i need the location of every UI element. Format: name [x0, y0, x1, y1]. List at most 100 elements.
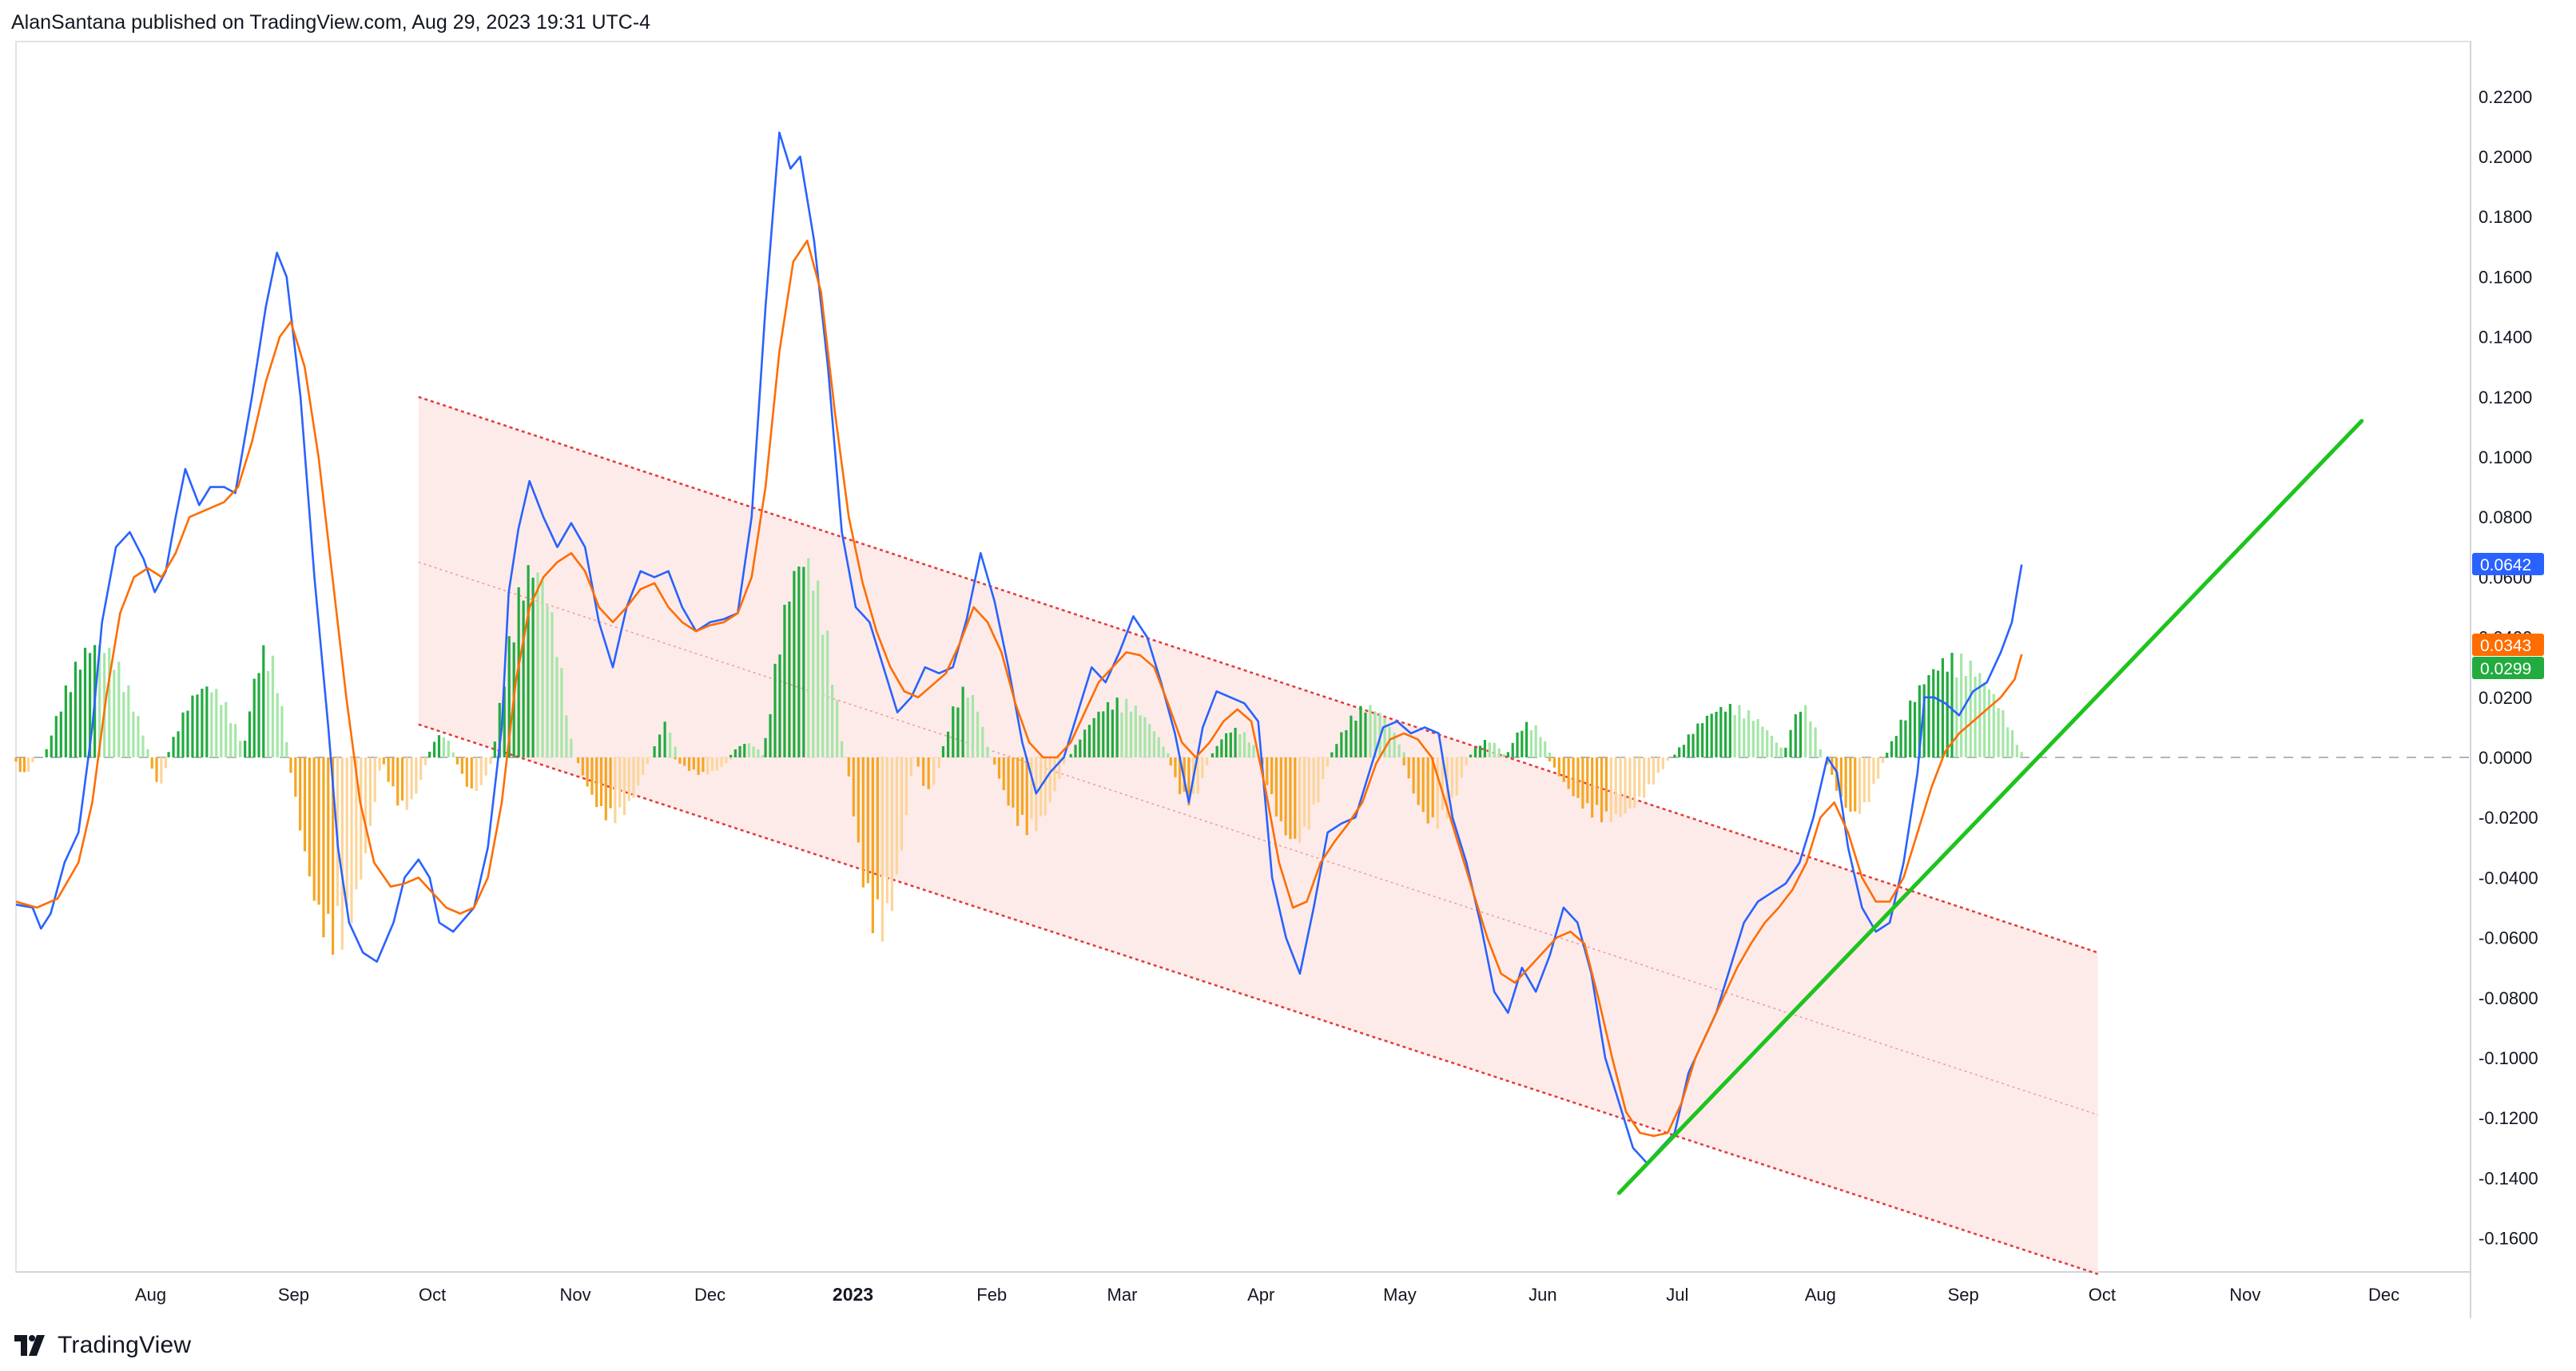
histogram-bar	[1881, 757, 1885, 764]
histogram-bar	[1946, 671, 1949, 757]
histogram-bar	[793, 570, 796, 757]
histogram-bar	[1974, 676, 1977, 757]
histogram-bar	[437, 735, 441, 757]
histogram-bar	[1436, 757, 1439, 829]
histogram-bar	[479, 757, 483, 785]
histogram-bar	[1274, 757, 1278, 817]
histogram-bar	[1317, 757, 1320, 803]
histogram-bar	[1120, 712, 1123, 757]
histogram-bar	[757, 749, 760, 757]
histogram-bar	[1950, 653, 1954, 757]
histogram-bar	[1229, 732, 1232, 757]
y-tick-label: -0.1200	[2479, 1108, 2538, 1128]
histogram-bar	[1747, 710, 1751, 757]
histogram-bar	[1696, 723, 1699, 757]
x-tick-label: Jul	[1666, 1285, 1688, 1305]
histogram-bar	[831, 685, 834, 757]
channel-lower-line	[418, 723, 2099, 1275]
histogram-bar	[1581, 757, 1584, 809]
histogram-bar	[415, 757, 418, 794]
histogram-bar	[423, 757, 427, 765]
histogram-bar	[866, 757, 869, 884]
histogram-bar	[1092, 717, 1095, 757]
x-tick-label: Oct	[419, 1285, 446, 1305]
histogram-bar	[2006, 727, 2010, 757]
histogram-bar	[1628, 757, 1632, 809]
histogram-bar	[1187, 757, 1191, 806]
histogram-bar	[239, 741, 242, 757]
histogram-bar	[64, 685, 67, 757]
y-tick-label: -0.1400	[2479, 1168, 2538, 1188]
x-tick-label: Mar	[1107, 1285, 1138, 1305]
histogram-bar	[1157, 737, 1160, 757]
histogram-bar	[1941, 658, 1944, 757]
time-axis: Aug Sep Oct Nov Dec 2023 Feb Mar Apr May Jun Jul Aug…	[135, 1284, 2399, 1305]
histogram-bar	[1148, 724, 1151, 757]
y-tick-label: 0.1000	[2479, 447, 2532, 467]
histogram-bar	[1761, 726, 1764, 757]
histogram-bar	[1596, 757, 1599, 805]
histogram-bar	[1867, 757, 1870, 802]
histogram-bar	[922, 757, 925, 786]
histogram-bar	[132, 711, 135, 757]
histogram-bar	[225, 701, 228, 757]
histogram-bar	[1345, 729, 1348, 757]
channel-fill	[418, 396, 2098, 1274]
histogram-bar	[1234, 727, 1237, 757]
histogram-bar	[881, 757, 884, 942]
histogram-bar	[1270, 757, 1274, 795]
x-tick-label: Aug	[135, 1285, 166, 1305]
histogram-bar	[1638, 757, 1641, 797]
histogram-bar	[1178, 757, 1182, 794]
histogram-bar	[1062, 757, 1066, 765]
histogram-bar	[78, 670, 82, 757]
histogram-bar	[1125, 698, 1128, 757]
histogram-bar	[266, 670, 270, 757]
histogram-bar	[1544, 741, 1547, 757]
histogram-bar	[1661, 757, 1664, 769]
histogram-bar	[1894, 736, 1898, 757]
histogram-bar	[614, 757, 617, 824]
histogram-bar	[1350, 715, 1353, 757]
histogram-bar	[802, 566, 805, 757]
histogram-bar	[590, 757, 594, 795]
histogram-bar	[927, 757, 930, 789]
histogram-bar	[1506, 752, 1510, 757]
histogram-bar	[1770, 735, 1774, 757]
x-tick-label: Feb	[976, 1285, 1007, 1305]
histogram-bar	[1106, 701, 1110, 757]
histogram-bar	[1987, 689, 1991, 757]
y-tick-label: 0.1400	[2479, 328, 2532, 348]
histogram-bar	[1715, 711, 1718, 757]
histogram-bar	[1298, 757, 1302, 843]
histogram-bar	[997, 757, 1001, 779]
histogram-bar	[1918, 685, 1921, 757]
histogram-bar	[946, 731, 950, 757]
x-tick-label: Aug	[1805, 1285, 1836, 1305]
histogram-bar	[1673, 754, 1676, 757]
histogram-bar	[465, 757, 468, 787]
histogram-bar	[396, 757, 400, 806]
histogram-bar	[503, 686, 506, 757]
histogram-bar	[1455, 757, 1458, 796]
histogram-bar	[1002, 757, 1005, 790]
histogram-bar	[725, 757, 728, 764]
signal-value-badge: 0.0343	[2472, 634, 2544, 656]
histogram-bar	[861, 757, 865, 888]
y-tick-label: 0.1600	[2479, 267, 2532, 287]
histogram-bar	[1167, 753, 1170, 757]
macd-value-badge-text: 0.0642	[2480, 556, 2531, 574]
histogram-bar	[812, 590, 815, 757]
histogram-bar	[280, 705, 284, 757]
histogram-bar	[1819, 749, 1822, 757]
x-tick-label: Sep	[1948, 1285, 1979, 1305]
footer: TradingView	[14, 1328, 191, 1363]
histogram-bar	[1932, 669, 1935, 757]
histogram-bar	[646, 757, 649, 764]
histogram-bar	[484, 757, 487, 776]
histogram-bar	[201, 689, 204, 757]
histogram-bar	[1169, 757, 1172, 766]
histogram-bar	[1340, 732, 1343, 757]
histogram-bar	[493, 741, 496, 757]
